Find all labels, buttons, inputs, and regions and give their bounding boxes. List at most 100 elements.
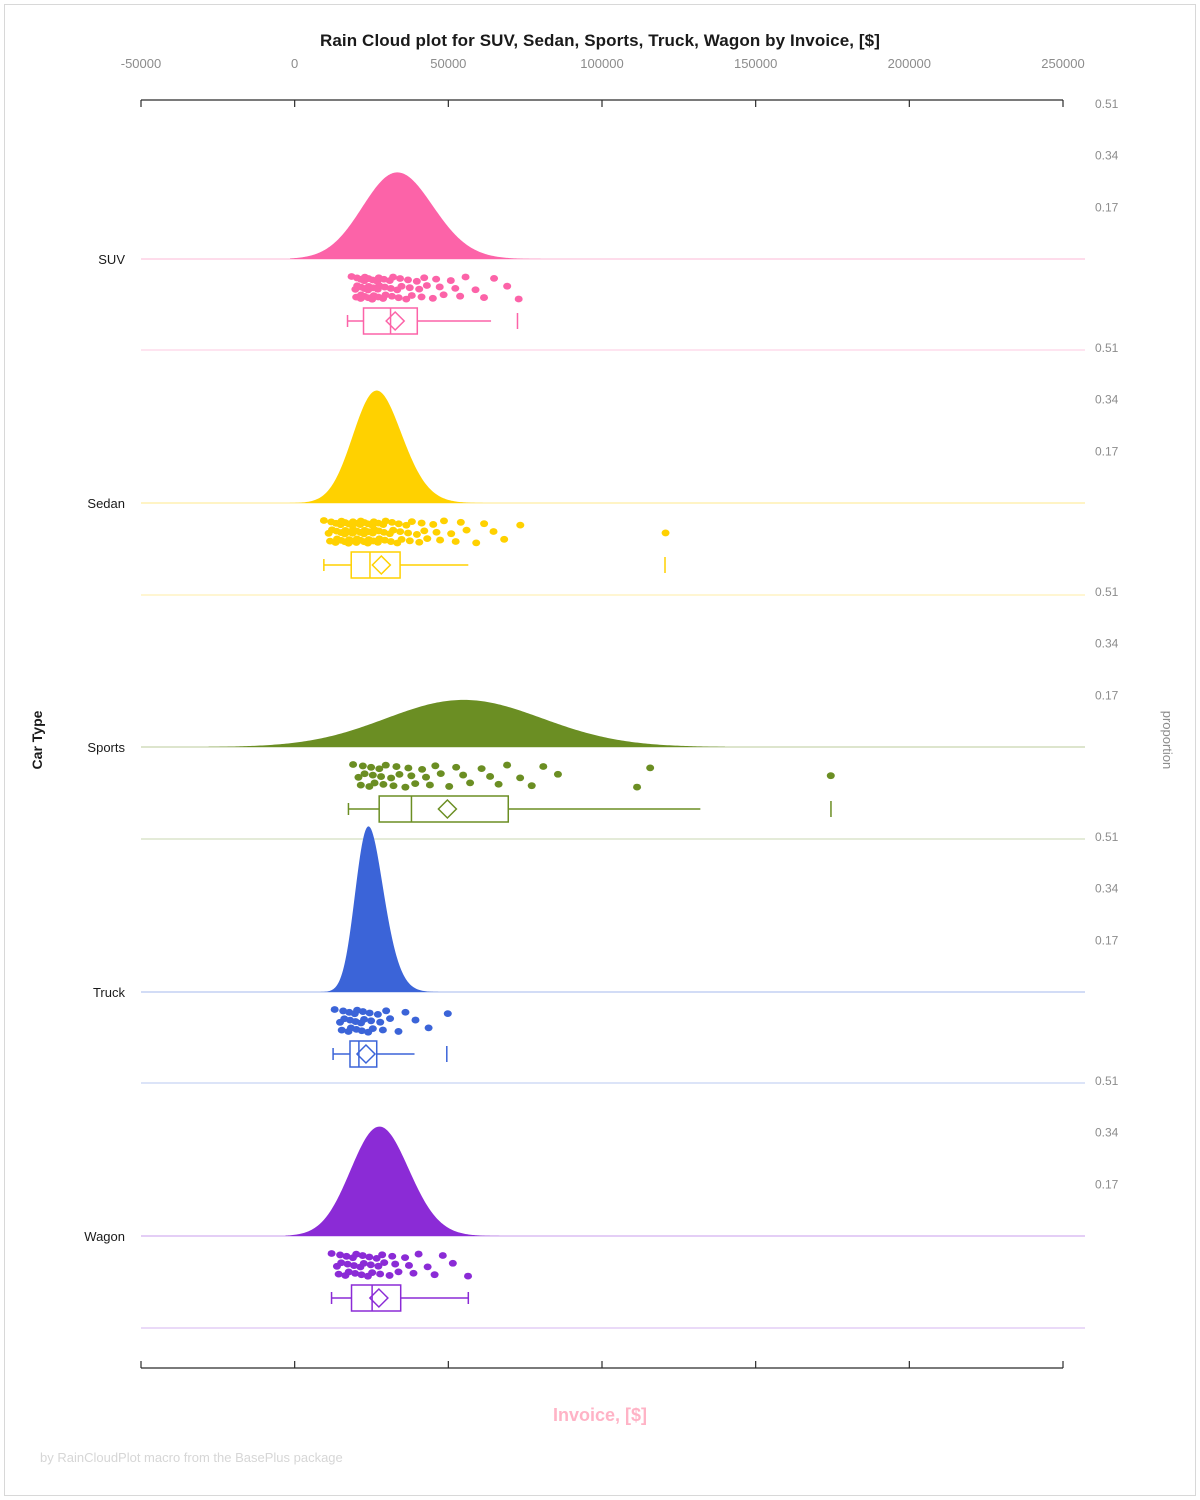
rain-point (471, 286, 480, 294)
rain-point (386, 285, 395, 292)
rain-points-group (327, 1250, 473, 1280)
rain-point (358, 1008, 367, 1015)
rain-point (396, 275, 405, 282)
rain-point (420, 274, 429, 282)
rain-point (420, 527, 429, 535)
proportion-tick-label: 0.51 (1095, 1074, 1119, 1088)
rain-point (424, 1024, 433, 1032)
rain-point (350, 1262, 359, 1269)
rain-point (404, 529, 413, 537)
rain-point (436, 536, 445, 544)
rain-point (422, 773, 431, 781)
rain-point (436, 770, 445, 778)
rain-point (539, 763, 548, 770)
raincloud-panel-wagon: 0.17 0.34 0.51 Wagon (84, 1074, 1119, 1329)
rain-point (451, 284, 460, 292)
proportion-tick-label: 0.17 (1095, 1177, 1119, 1191)
box-iqr (378, 795, 510, 823)
x-tick-label: -50000 (121, 56, 161, 71)
proportion-tick-label: 0.34 (1095, 393, 1119, 407)
rain-point (359, 1259, 368, 1267)
rain-point (334, 1270, 343, 1278)
rain-point (357, 1027, 366, 1035)
x-tick-label: 200000 (888, 56, 931, 71)
rain-point (456, 292, 465, 300)
rain-point (382, 1007, 391, 1015)
rain-point (451, 538, 460, 545)
rain-point (516, 521, 525, 529)
category-label-wagon: Wagon (84, 1229, 125, 1244)
rain-point (387, 774, 396, 782)
rain-point (351, 1269, 360, 1277)
rain-point (428, 294, 437, 302)
rain-point (373, 1011, 382, 1018)
proportion-tick-label: 0.34 (1095, 637, 1119, 651)
rain-point (337, 1026, 346, 1034)
rain-point (385, 1272, 394, 1279)
density-curve (310, 826, 535, 992)
x-tick-label: 200000 (888, 1378, 931, 1380)
rain-point (339, 1007, 348, 1015)
rain-point (380, 283, 389, 291)
rain-point (360, 770, 369, 778)
category-label-suv: SUV (98, 252, 125, 267)
category-label-sedan: Sedan (87, 496, 125, 511)
rain-point (447, 530, 456, 538)
rain-point (490, 274, 499, 282)
rain-point (319, 517, 328, 524)
rain-point (330, 1006, 339, 1013)
x-tick-label: 50000 (430, 1378, 466, 1380)
rain-points-group (330, 1006, 452, 1036)
rain-point (372, 1255, 381, 1262)
rain-point (407, 518, 416, 526)
rain-point (397, 536, 406, 543)
box-plot (330, 1284, 470, 1312)
rain-point (396, 528, 405, 536)
rain-point (462, 526, 471, 534)
rain-point (402, 521, 411, 529)
rain-point (387, 292, 396, 300)
rain-point (365, 1009, 374, 1017)
mean-diamond-marker (371, 554, 392, 576)
rain-point (405, 284, 414, 292)
rain-point (415, 285, 424, 293)
proportion-tick-label: 0.17 (1095, 688, 1119, 702)
rain-point (439, 517, 448, 525)
rain-point (412, 531, 421, 538)
rain-point (417, 519, 426, 527)
rain-point (503, 282, 512, 290)
mean-diamond-marker (437, 798, 458, 820)
proportion-tick-label: 0.51 (1095, 97, 1119, 111)
box-plot (347, 795, 832, 823)
rain-point (358, 1252, 367, 1259)
rain-point (438, 1252, 447, 1259)
box-iqr (349, 1040, 378, 1068)
proportion-tick-label: 0.17 (1095, 933, 1119, 947)
rain-point (397, 282, 406, 290)
rain-point (432, 275, 441, 283)
rain-point (368, 1269, 377, 1276)
rain-point (358, 762, 367, 770)
top-x-axis: -50000 0 50000 100000 150000 200000 250000 (121, 56, 1085, 107)
rain-point (354, 773, 363, 781)
x-tick-label: 250000 (1041, 56, 1084, 71)
rain-point (429, 521, 438, 528)
rain-point (409, 1269, 418, 1277)
rain-point (446, 277, 455, 284)
density-curve (290, 172, 563, 259)
rain-point (360, 1015, 369, 1023)
rain-point (336, 1251, 345, 1259)
rain-point (366, 1261, 375, 1269)
rain-point (368, 771, 377, 779)
box-iqr (350, 1284, 402, 1312)
raincloud-panel-suv: 0.17 0.34 0.51 SUV (98, 97, 1119, 351)
box-plot (323, 551, 666, 579)
rain-point (395, 770, 404, 778)
rain-points-group (347, 273, 523, 303)
x-tick-label: 100000 (580, 56, 623, 71)
rain-point (344, 1268, 353, 1276)
rain-point (404, 1262, 413, 1269)
category-label-truck: Truck (93, 985, 126, 1000)
rain-point (342, 1252, 351, 1260)
